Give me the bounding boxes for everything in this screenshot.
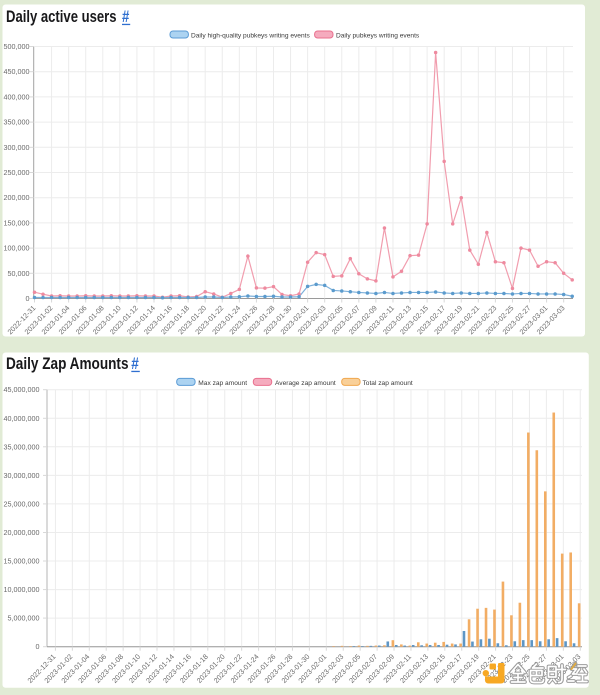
- svg-text:Max zap amount: Max zap amount: [198, 380, 247, 387]
- svg-text:200,000: 200,000: [4, 193, 30, 202]
- svg-text:150,000: 150,000: [4, 218, 30, 227]
- svg-text:20,000,000: 20,000,000: [4, 528, 40, 537]
- svg-text:#: #: [131, 355, 139, 374]
- svg-text:400,000: 400,000: [4, 92, 30, 101]
- svg-text:350,000: 350,000: [4, 118, 30, 127]
- svg-text:5,000,000: 5,000,000: [8, 614, 40, 623]
- svg-text:15,000,000: 15,000,000: [4, 557, 40, 566]
- svg-text:500,000: 500,000: [4, 42, 30, 51]
- svg-text:30,000,000: 30,000,000: [4, 471, 40, 480]
- svg-text:45,000,000: 45,000,000: [4, 385, 40, 394]
- svg-text:35,000,000: 35,000,000: [4, 442, 40, 451]
- svg-text:50,000: 50,000: [8, 269, 30, 278]
- svg-text:300,000: 300,000: [4, 143, 30, 152]
- svg-text:450,000: 450,000: [4, 67, 30, 76]
- svg-text:40,000,000: 40,000,000: [4, 414, 40, 423]
- svg-text:25,000,000: 25,000,000: [4, 499, 40, 508]
- svg-text:250,000: 250,000: [4, 168, 30, 177]
- svg-text:0: 0: [26, 294, 30, 303]
- svg-text:Daily Zap Amounts: Daily Zap Amounts: [6, 355, 129, 374]
- svg-text:Daily active users: Daily active users: [6, 7, 117, 26]
- svg-text:Total zap amount: Total zap amount: [363, 380, 413, 387]
- svg-text:100,000: 100,000: [4, 244, 30, 253]
- svg-text:Daily pubkeys writing events: Daily pubkeys writing events: [336, 33, 420, 40]
- svg-text:Average zap amount: Average zap amount: [275, 380, 336, 387]
- svg-text:10,000,000: 10,000,000: [4, 585, 40, 594]
- svg-text:Daily high-quality pubkeys wri: Daily high-quality pubkeys writing event…: [191, 33, 310, 40]
- svg-text:#: #: [122, 7, 130, 26]
- svg-text:0: 0: [36, 642, 40, 651]
